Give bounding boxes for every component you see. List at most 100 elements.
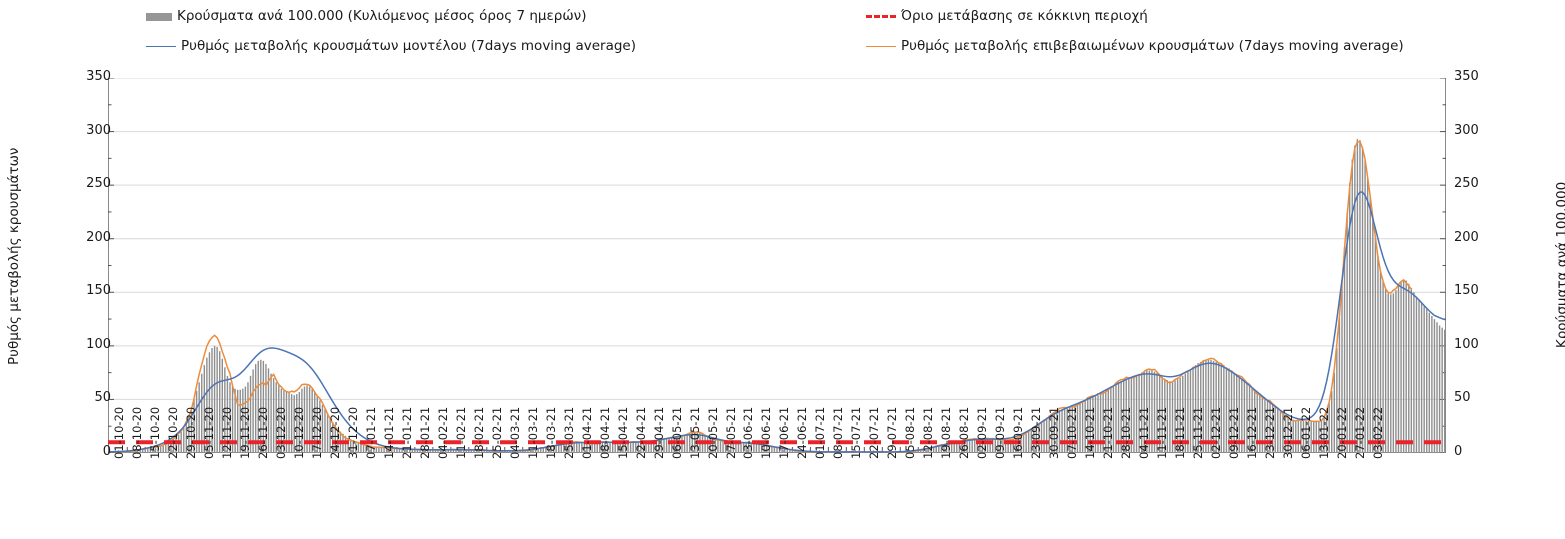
- x-axis-tick-label: 05-08-21: [903, 406, 918, 459]
- x-axis-tick-label: 23-12-21: [1262, 406, 1277, 459]
- x-axis-tick-label: 30-09-21: [1047, 406, 1062, 459]
- x-axis-tick-label: 04-11-21: [1136, 406, 1151, 459]
- x-axis-tick-label: 07-01-21: [363, 406, 378, 459]
- x-axis-tick-label: 28-01-21: [417, 406, 432, 459]
- y-axis-right-tick: 300: [1454, 122, 1479, 138]
- x-axis-tick-label: 24-06-21: [795, 406, 810, 459]
- x-axis-tick-label: 12-08-21: [921, 406, 936, 459]
- x-axis-tick-label: 27-05-21: [723, 406, 738, 459]
- x-axis-tick-label: 22-07-21: [867, 406, 882, 459]
- bar-swatch-icon: [146, 12, 172, 21]
- x-axis-tick-label: 10-12-20: [292, 406, 307, 459]
- y-axis-right-tick: 0: [1454, 444, 1463, 459]
- x-axis-tick-label: 03-02-22: [1370, 406, 1385, 459]
- x-axis-tick-label: 29-07-21: [885, 406, 900, 459]
- x-axis-tick-label: 09-12-21: [1226, 406, 1241, 459]
- y-axis-right-tick: 150: [1454, 283, 1479, 299]
- x-axis-tick-label: 22-10-20: [166, 406, 181, 459]
- legend-item-confirmed-rate[interactable]: Ρυθμός μεταβολής επιβεβαιωμένων κρουσμάτ…: [866, 38, 1404, 54]
- x-axis-tick-label: 10-06-21: [759, 406, 774, 459]
- x-axis-tick-label: 11-02-21: [453, 406, 468, 459]
- x-axis-tick-label: 25-11-21: [1190, 406, 1205, 459]
- x-axis-tick-label: 09-09-21: [993, 406, 1008, 459]
- y-axis-left-tick: 250: [86, 176, 111, 192]
- x-axis-tick-label: 13-05-21: [687, 406, 702, 459]
- x-axis-tick-label: 29-10-20: [184, 406, 199, 459]
- dashed-line-swatch-icon: [866, 15, 896, 19]
- x-axis-tick-label: 23-09-21: [1029, 406, 1044, 459]
- x-axis-tick-label: 29-04-21: [651, 406, 666, 459]
- x-axis-tick-label: 16-09-21: [1011, 406, 1026, 459]
- x-axis-tick-label: 02-12-21: [1208, 406, 1223, 459]
- plot-area: [108, 78, 1446, 453]
- y-axis-left-tick: 200: [86, 229, 111, 245]
- x-axis-tick-label: 08-10-20: [130, 406, 145, 459]
- y-axis-left-tick: 0: [102, 444, 111, 459]
- x-axis-tick-label: 01-07-21: [813, 406, 828, 459]
- x-axis-tick-label: 05-11-20: [202, 406, 217, 459]
- y-axis-right-tick: 100: [1454, 336, 1479, 352]
- x-axis-tick-label: 17-06-21: [777, 406, 792, 459]
- x-axis-tick-label: 27-01-22: [1352, 406, 1367, 459]
- x-axis-tick-label: 14-01-21: [381, 406, 396, 459]
- x-axis-tick-label: 14-10-21: [1083, 406, 1098, 459]
- y-axis-left-tick: 350: [86, 69, 111, 84]
- legend-label-cases-per-100000: Κρούσματα ανά 100.000 (Κυλιόμενος μέσος …: [177, 8, 587, 24]
- x-axis-tick-label: 03-12-20: [274, 406, 289, 459]
- y-axis-right-tick: 200: [1454, 229, 1479, 245]
- x-axis-tick-label: 17-12-20: [310, 406, 325, 459]
- x-axis-tick-label: 25-03-21: [561, 406, 576, 459]
- y-axis-left-tick: 100: [86, 336, 111, 352]
- legend-item-cases-per-100000[interactable]: Κρούσματα ανά 100.000 (Κυλιόμενος μέσος …: [146, 8, 587, 24]
- y-axis-left-tick: 300: [86, 122, 111, 138]
- y-axis-right-tick: 50: [1454, 390, 1471, 406]
- legend-item-model-rate[interactable]: Ρυθμός μεταβολής κρουσμάτων μοντέλου (7d…: [146, 38, 637, 54]
- x-axis-tick-label: 22-04-21: [633, 406, 648, 459]
- x-axis-tick-label: 06-01-22: [1298, 406, 1313, 459]
- x-axis-tick-label: 20-01-22: [1334, 406, 1349, 459]
- line-swatch-icon: [146, 46, 176, 48]
- x-axis-tick-label: 31-12-20: [345, 406, 360, 459]
- x-axis-tick-label: 01-10-20: [112, 406, 127, 459]
- x-axis-tick-label: 18-02-21: [471, 406, 486, 459]
- x-axis-tick-label: 30-12-21: [1280, 406, 1295, 459]
- x-axis-tick-label: 11-03-21: [525, 406, 540, 459]
- x-axis-tick-label: 03-06-21: [741, 406, 756, 459]
- y-axis-left-title: Ρυθμός μεταβολής κρουσμάτων: [6, 147, 22, 365]
- x-axis-tick-label: 18-03-21: [543, 406, 558, 459]
- x-axis-tick-label: 04-03-21: [507, 406, 522, 459]
- x-axis-tick-label: 26-11-20: [256, 406, 271, 459]
- x-axis-tick-label: 28-10-21: [1118, 406, 1133, 459]
- x-axis-tick-label: 19-11-20: [238, 406, 253, 459]
- y-axis-left-tick: 150: [86, 283, 111, 299]
- x-axis-tick-label: 15-04-21: [615, 406, 630, 459]
- legend-label-confirmed-rate: Ρυθμός μεταβολής επιβεβαιωμένων κρουσμάτ…: [901, 38, 1404, 54]
- x-axis-tick-label: 21-01-21: [399, 406, 414, 459]
- chart-canvas: [108, 78, 1446, 453]
- y-axis-left-tick: 50: [94, 390, 111, 406]
- x-axis-tick-label: 24-12-20: [328, 406, 342, 459]
- x-axis-tick-label: 02-09-21: [975, 406, 990, 459]
- legend-item-red-threshold[interactable]: Όριο μετάβασης σε κόκκινη περιοχή: [866, 8, 1148, 24]
- x-axis-tick-label: 26-08-21: [957, 406, 972, 459]
- x-axis-tick-label: 18-11-21: [1172, 406, 1187, 459]
- x-axis-tick-label: 21-10-21: [1101, 406, 1116, 459]
- x-axis-tick-label: 15-07-21: [849, 406, 864, 459]
- y-axis-right-title: Κρούσματα ανά 100.000: [1554, 181, 1565, 349]
- x-axis-tick-label: 15-10-20: [148, 406, 163, 459]
- y-axis-right-tick: 250: [1454, 176, 1479, 192]
- x-axis-tick-label: 06-05-21: [669, 406, 684, 459]
- x-axis-tick-label: 07-10-21: [1065, 406, 1080, 459]
- line-swatch-icon: [866, 46, 896, 48]
- x-axis-tick-label: 12-11-20: [220, 406, 235, 459]
- x-axis-tick-label: 11-11-21: [1154, 406, 1169, 459]
- x-axis-tick-label: 04-02-21: [435, 406, 450, 459]
- x-axis-tick-label: 25-02-21: [489, 406, 504, 459]
- legend-label-red-threshold: Όριο μετάβασης σε κόκκινη περιοχή: [901, 8, 1148, 24]
- x-axis-tick-label: 08-04-21: [597, 406, 612, 459]
- chart-legend: Κρούσματα ανά 100.000 (Κυλιόμενος μέσος …: [0, 0, 1565, 64]
- x-axis-tick-label: 19-08-21: [939, 406, 954, 459]
- legend-label-model-rate: Ρυθμός μεταβολής κρουσμάτων μοντέλου (7d…: [181, 38, 637, 54]
- x-axis-tick-label: 20-05-21: [705, 406, 720, 459]
